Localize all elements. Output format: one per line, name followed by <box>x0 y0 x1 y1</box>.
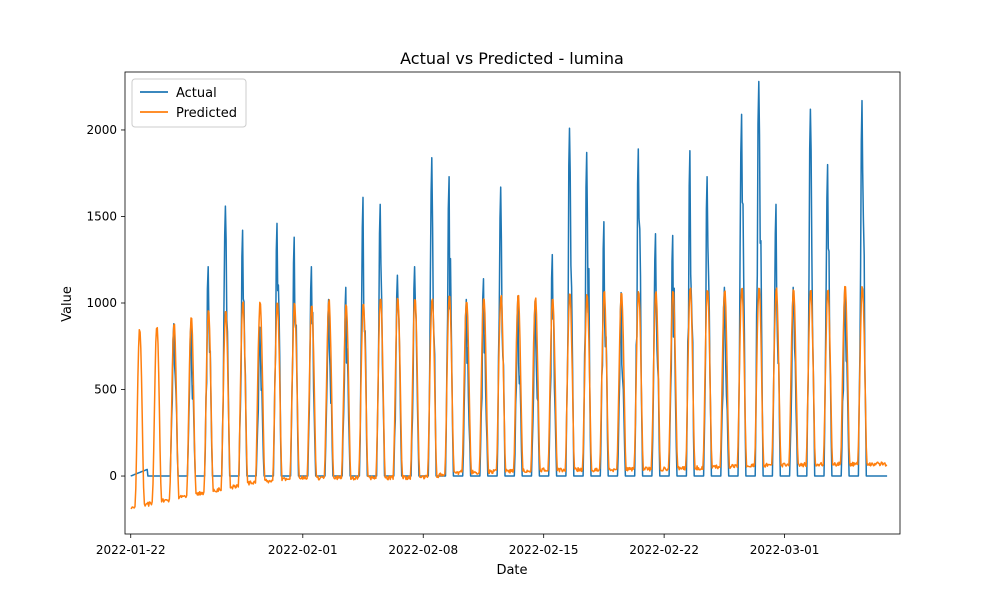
x-tick-label: 2022-02-15 <box>509 543 579 557</box>
chart-title: Actual vs Predicted - lumina <box>400 49 624 68</box>
legend: Actual Predicted <box>131 78 247 128</box>
x-tick-label: 2022-01-22 <box>96 543 166 557</box>
x-axis-label: Date <box>496 563 527 578</box>
series-line-predicted <box>130 285 888 510</box>
legend-label-predicted: Predicted <box>176 106 237 121</box>
x-tick-label: 2022-03-01 <box>750 543 820 557</box>
y-tick-label: 1500 <box>86 209 117 223</box>
x-tick-label: 2022-02-01 <box>268 543 338 557</box>
y-tick-label: 500 <box>94 383 117 397</box>
x-tick-label: 2022-02-22 <box>629 543 699 557</box>
plot-area <box>125 72 900 534</box>
axes: 0 500 1000 1500 2000 2022-01-22 2022-02-01 2022… <box>86 71 901 557</box>
y-tick-label: 2000 <box>86 123 117 137</box>
legend-box <box>131 78 247 128</box>
legend-label-actual: Actual <box>176 86 217 101</box>
y-tick-label: 0 <box>109 469 117 483</box>
x-tick-label: 2022-02-08 <box>388 543 458 557</box>
plot-background <box>125 72 900 534</box>
y-tick-label: 1000 <box>86 296 117 310</box>
y-axis-label: Value <box>60 286 75 322</box>
